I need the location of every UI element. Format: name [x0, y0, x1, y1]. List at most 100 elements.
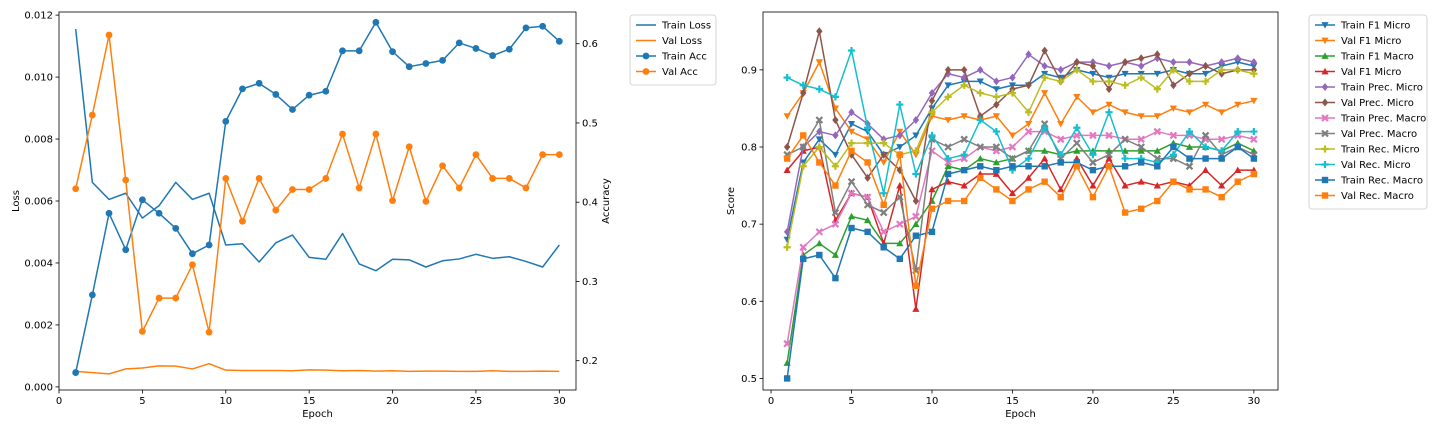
series-val-rec-micro	[783, 46, 1258, 197]
data-point	[1218, 155, 1225, 162]
data-point	[960, 166, 968, 174]
x-tick-label: 30	[1247, 396, 1260, 407]
legend-label: Train F1 Micro	[1340, 21, 1410, 32]
data-point	[138, 196, 146, 204]
data-point	[1170, 178, 1177, 185]
data-point	[944, 154, 952, 163]
data-point	[1169, 66, 1177, 74]
legend-label: Train Rec. Micro	[1340, 145, 1420, 156]
data-point	[912, 220, 920, 228]
data-point	[505, 175, 513, 182]
legend-label: Val Prec. Macro	[1341, 129, 1417, 140]
data-point	[1105, 150, 1113, 159]
x-tick-label: 20	[386, 396, 399, 407]
legend-label: Train Rec. Macro	[1340, 176, 1423, 187]
data-point	[355, 47, 363, 55]
legend-label: Train Acc	[661, 52, 707, 63]
data-point	[944, 65, 952, 74]
data-point	[1121, 154, 1129, 163]
data-point	[976, 154, 984, 162]
data-point	[864, 159, 871, 166]
data-point	[1153, 154, 1162, 163]
data-point	[1025, 186, 1032, 193]
data-point	[1170, 143, 1177, 151]
data-point	[1008, 143, 1017, 151]
data-point	[1202, 155, 1209, 162]
data-point	[372, 130, 380, 138]
data-point	[1186, 155, 1193, 162]
data-point	[863, 201, 872, 209]
legend-item: Val F1 Micro	[1315, 67, 1401, 78]
data-point	[928, 89, 936, 97]
data-point	[1121, 109, 1129, 116]
data-point	[896, 151, 903, 158]
data-point	[1041, 178, 1048, 185]
data-point	[255, 175, 263, 182]
data-point	[555, 37, 563, 45]
data-point	[847, 177, 856, 186]
series-line	[786, 61, 1255, 240]
data-point	[439, 56, 446, 64]
legend-marker	[1321, 176, 1329, 184]
series-line	[786, 49, 1254, 195]
data-point	[1040, 120, 1049, 128]
y-axis-label: Score	[726, 187, 737, 215]
data-point	[105, 209, 113, 217]
data-point	[1201, 143, 1210, 151]
legend-item: Train Rec. Micro	[1315, 145, 1420, 156]
data-point	[896, 131, 903, 140]
data-point	[1105, 154, 1113, 162]
data-point	[222, 175, 230, 182]
data-point	[1105, 108, 1113, 116]
y-tick-label: 0.002	[24, 320, 53, 331]
data-point	[864, 173, 871, 182]
legend-marker	[1321, 160, 1329, 169]
data-point	[1008, 189, 1017, 197]
data-point	[944, 117, 952, 124]
data-point	[1041, 73, 1049, 82]
data-point	[1025, 50, 1032, 59]
data-point	[489, 52, 497, 59]
data-point	[138, 327, 146, 335]
data-point	[1202, 62, 1209, 70]
data-point	[1234, 54, 1241, 63]
series-line	[786, 69, 1255, 248]
data-point	[88, 111, 96, 119]
data-point	[389, 197, 396, 205]
data-point	[539, 151, 547, 159]
data-point	[1008, 132, 1017, 140]
data-point	[848, 147, 855, 155]
data-point	[847, 212, 856, 220]
data-point	[831, 251, 840, 258]
data-point	[305, 91, 313, 99]
data-point	[122, 176, 130, 184]
legend: Train F1 Micro Val F1 Micro Train F1 Macro…	[1308, 14, 1428, 210]
data-point	[1121, 163, 1129, 170]
data-point	[72, 185, 80, 193]
legend-marker	[1321, 192, 1329, 199]
data-point	[1186, 58, 1193, 67]
data-point	[472, 45, 480, 52]
data-point	[848, 108, 855, 117]
data-point	[960, 154, 968, 163]
data-point	[992, 170, 1000, 177]
data-point	[1057, 151, 1065, 159]
data-point	[1218, 193, 1225, 201]
data-point	[1201, 70, 1210, 78]
data-point	[815, 116, 824, 124]
data-point	[1073, 139, 1081, 147]
data-point	[1089, 77, 1097, 86]
data-point	[1008, 154, 1017, 163]
data-point	[1089, 62, 1097, 70]
data-point	[1218, 147, 1226, 155]
legend-marker	[1321, 22, 1329, 29]
x-axis-label: Epoch	[1005, 409, 1036, 420]
data-point	[422, 197, 430, 205]
data-point	[1186, 69, 1193, 78]
data-point	[1121, 209, 1129, 216]
data-point	[800, 132, 807, 139]
data-point	[1073, 124, 1081, 132]
data-point	[863, 193, 872, 201]
data-point	[1105, 131, 1113, 140]
data-point	[815, 228, 824, 236]
